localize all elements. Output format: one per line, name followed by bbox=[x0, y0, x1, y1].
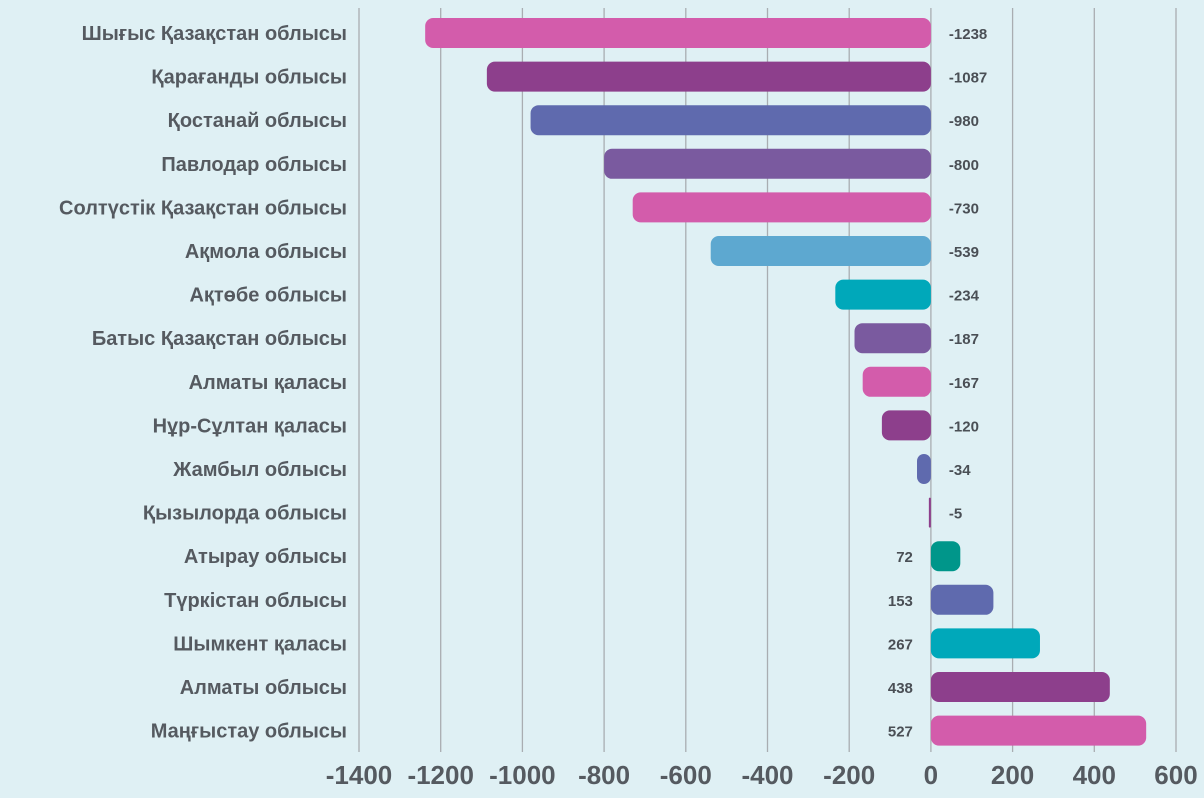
x-tick-label: -400 bbox=[741, 760, 793, 790]
category-label: Маңғыстау облысы bbox=[151, 721, 347, 743]
data-label: 153 bbox=[888, 593, 913, 610]
data-label: 72 bbox=[896, 549, 913, 566]
bars bbox=[425, 18, 1147, 746]
x-tick-label: 400 bbox=[1073, 760, 1116, 790]
bar bbox=[604, 148, 931, 179]
category-label: Нұр-Сұлтан қаласы bbox=[153, 415, 347, 437]
bar bbox=[530, 105, 931, 136]
data-label: -234 bbox=[949, 288, 980, 305]
x-tick-label: -600 bbox=[660, 760, 712, 790]
data-label: -120 bbox=[949, 418, 979, 435]
category-labels: Шығыс Қазақстан облысы Қарағанды облысы Қо… bbox=[59, 23, 347, 743]
bar bbox=[930, 672, 1110, 702]
data-label: -800 bbox=[949, 157, 979, 174]
category-label: Атырау облысы bbox=[184, 546, 347, 568]
bar bbox=[425, 18, 931, 48]
bar bbox=[862, 366, 931, 397]
bar bbox=[486, 61, 931, 92]
category-label: Шымкент қаласы bbox=[173, 633, 347, 655]
category-label: Шығыс Қазақстан облысы bbox=[82, 23, 347, 45]
category-label: Алматы облысы bbox=[180, 677, 347, 699]
bar bbox=[632, 192, 931, 223]
data-label: -167 bbox=[949, 375, 979, 392]
x-tick-label: 600 bbox=[1154, 760, 1197, 790]
bar bbox=[835, 279, 931, 310]
bar bbox=[928, 497, 931, 528]
bar bbox=[881, 410, 931, 441]
data-label: -187 bbox=[949, 331, 979, 348]
x-tick-label: -1200 bbox=[407, 760, 474, 790]
x-tick-label: -200 bbox=[823, 760, 875, 790]
category-label: Қостанай облысы bbox=[168, 110, 347, 132]
bar bbox=[930, 628, 1040, 659]
data-label: -1238 bbox=[949, 26, 987, 43]
data-label: -1087 bbox=[949, 70, 987, 87]
x-axis-tick-labels: -1400 -1200 -1000 -800 -600 -400 -200 0 200 400 60… bbox=[326, 760, 1198, 790]
bar bbox=[854, 323, 931, 354]
bar bbox=[930, 715, 1147, 746]
bar bbox=[930, 584, 994, 615]
category-label: Алматы қаласы bbox=[189, 372, 347, 394]
data-label: -980 bbox=[949, 113, 979, 130]
x-tick-label: 200 bbox=[991, 760, 1034, 790]
category-label: Ақмола облысы bbox=[185, 241, 347, 263]
data-label: 267 bbox=[888, 636, 913, 653]
category-label: Қызылорда облысы bbox=[143, 503, 347, 525]
category-label: Солтүстік Қазақстан облысы bbox=[59, 197, 347, 219]
data-label: -539 bbox=[949, 244, 979, 261]
bar bbox=[710, 236, 931, 266]
category-label: Ақтөбе облысы bbox=[189, 285, 347, 307]
x-tick-label: 0 bbox=[924, 760, 938, 790]
value-labels: -1238 -1087 -980 -800 -730 -539 -234 -187 -167 -1… bbox=[888, 26, 987, 741]
category-label: Павлодар облысы bbox=[161, 154, 347, 176]
x-tick-label: -1000 bbox=[489, 760, 556, 790]
data-label: -5 bbox=[949, 506, 962, 523]
x-tick-label: -1400 bbox=[326, 760, 393, 790]
x-tick-label: -800 bbox=[578, 760, 630, 790]
data-label: 527 bbox=[888, 724, 913, 741]
data-label: 438 bbox=[888, 680, 913, 697]
category-label: Түркістан облысы bbox=[164, 590, 347, 612]
data-label: -730 bbox=[949, 200, 979, 217]
category-label: Жамбыл облысы bbox=[172, 459, 347, 481]
bar bbox=[917, 454, 931, 484]
bar bbox=[930, 541, 961, 572]
category-label: Қарағанды облысы bbox=[151, 67, 347, 89]
category-label: Батыс Қазақстан облысы bbox=[92, 328, 347, 350]
data-label: -34 bbox=[949, 462, 971, 479]
